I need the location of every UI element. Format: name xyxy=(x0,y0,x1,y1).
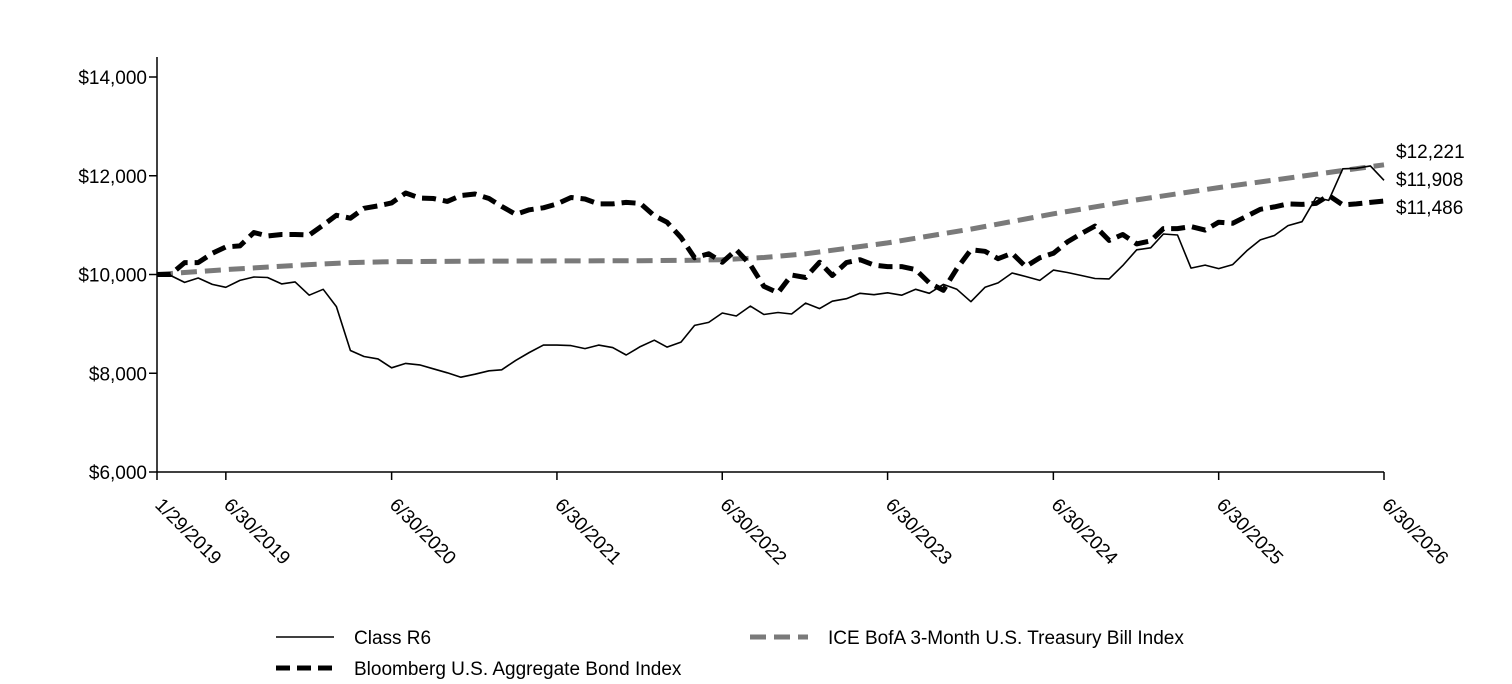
x-tick-label: 6/30/2020 xyxy=(385,495,460,570)
y-axis-ticks: $6,000 $8,000 $10,000 $12,000 $14,000 xyxy=(78,68,157,484)
x-tick-label: 6/30/2019 xyxy=(219,495,294,570)
end-label-tbill: $12,221 xyxy=(1396,142,1465,163)
y-tick-label: $6,000 xyxy=(89,463,147,484)
end-labels: $11,908 $11,486 $12,221 xyxy=(1396,142,1465,219)
end-label-class-r6: $11,908 xyxy=(1396,170,1463,191)
legend-label-agg-bond: Bloomberg U.S. Aggregate Bond Index xyxy=(354,659,682,680)
series-line-class-r6 xyxy=(156,165,1385,378)
legend-label-class-r6: Class R6 xyxy=(354,628,431,649)
y-tick-label: $8,000 xyxy=(89,364,147,385)
x-tick-label: 6/30/2021 xyxy=(550,495,625,570)
y-tick-label: $14,000 xyxy=(78,68,147,89)
x-tick-label: 6/30/2023 xyxy=(881,495,956,570)
legend-label-tbill: ICE BofA 3-Month U.S. Treasury Bill Inde… xyxy=(828,628,1184,649)
y-tick-label: $10,000 xyxy=(78,266,147,287)
x-tick-label: 6/30/2025 xyxy=(1212,495,1287,570)
end-label-agg-bond: $11,486 xyxy=(1396,198,1463,219)
x-tick-label: 1/29/2019 xyxy=(150,495,225,570)
series-layer xyxy=(156,162,1385,378)
x-tick-label: 6/30/2024 xyxy=(1047,495,1122,570)
x-tick-label: 6/30/2026 xyxy=(1377,495,1452,570)
series-line-agg-bond xyxy=(157,190,1385,296)
series-line-tbill xyxy=(156,162,1385,277)
y-tick-label: $12,000 xyxy=(78,167,147,188)
x-tick-label: 6/30/2022 xyxy=(716,495,791,570)
legend: Class R6 ICE BofA 3-Month U.S. Treasury B… xyxy=(276,628,1184,680)
